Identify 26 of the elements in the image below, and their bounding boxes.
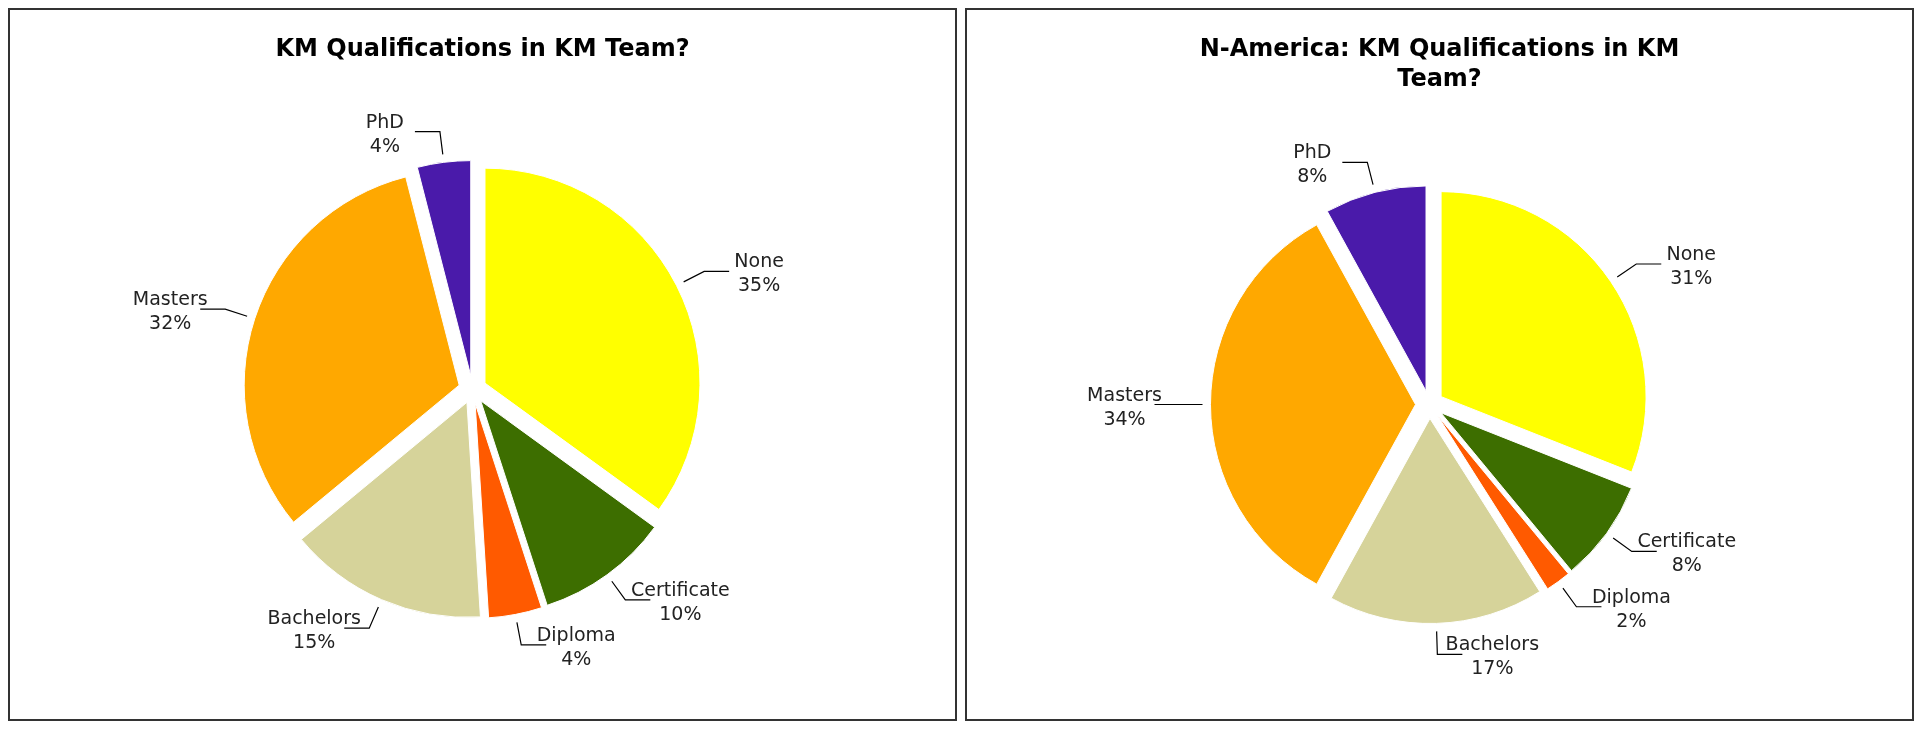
slice-label: Masters — [1087, 382, 1162, 405]
chart-title: N-America: KM Qualifications in KM Team? — [1199, 34, 1680, 92]
data-label: 15% — [293, 630, 336, 653]
data-label: 4% — [561, 646, 592, 669]
data-label: 2% — [1616, 608, 1647, 631]
data-label: 8% — [1297, 164, 1328, 187]
slice-label: Bachelors — [267, 606, 361, 629]
data-label: 32% — [149, 311, 192, 334]
slice-label: Certificate — [1637, 529, 1737, 552]
slice-label: Diploma — [1591, 584, 1671, 607]
slice-label: PhD — [1293, 140, 1332, 163]
slice-label: Bachelors — [1445, 632, 1540, 655]
data-label: 35% — [738, 273, 781, 296]
data-label: 17% — [1471, 656, 1514, 679]
slice-label: Masters — [132, 287, 208, 310]
slice-label: None — [734, 249, 784, 272]
data-label: 8% — [1671, 553, 1702, 576]
chart-title: KM Qualifications in KM Team? — [275, 34, 690, 62]
data-label: 34% — [1103, 406, 1146, 429]
slice-label: Certificate — [630, 577, 730, 600]
slice-label: Diploma — [536, 622, 616, 645]
slice-label: PhD — [365, 109, 404, 132]
data-label: 31% — [1670, 265, 1713, 288]
slice-label: None — [1666, 241, 1717, 264]
data-label: 10% — [659, 601, 702, 624]
data-label: 4% — [369, 133, 400, 156]
